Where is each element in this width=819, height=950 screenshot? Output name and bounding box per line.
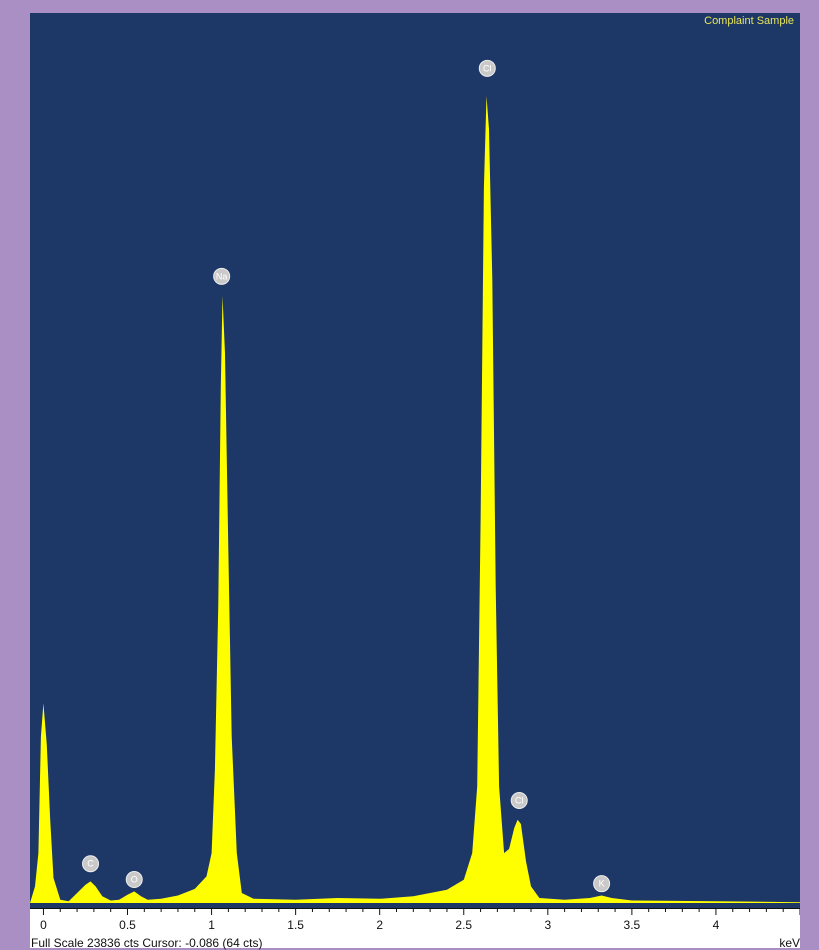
peak-marker-circle <box>82 855 100 873</box>
x-tick-label: 1 <box>208 918 215 932</box>
x-tick-label: 4 <box>713 918 720 932</box>
peak-label: C <box>82 855 100 873</box>
spectrum-chart: 0 0.5 1 1.5 2 2.5 3 3.5 4 C O Na Cl Cl K Complaint Sa… <box>30 13 800 950</box>
peak-label: K <box>593 875 611 893</box>
x-tick-label: 2.5 <box>455 918 472 932</box>
x-tick-label: 3.5 <box>624 918 641 932</box>
peak-marker-circle <box>125 871 143 889</box>
x-axis-ticks: 0 0.5 1 1.5 2 2.5 3 3.5 4 <box>30 908 800 932</box>
peak-label: Cl <box>478 59 496 77</box>
peak-marker-circle <box>213 267 231 285</box>
x-tick-label: 2 <box>376 918 383 932</box>
x-tick-label: 3 <box>544 918 551 932</box>
x-tick-label: 0 <box>40 918 47 932</box>
x-axis-unit-label: keV <box>779 936 800 950</box>
peak-marker-text: O <box>131 875 138 885</box>
spectrum-plot: 0 0.5 1 1.5 2 2.5 3 3.5 4 C O Na Cl Cl K <box>30 13 800 932</box>
chart-title: Complaint Sample <box>704 15 794 27</box>
x-tick-label: 1.5 <box>287 918 304 932</box>
peak-marker-text: K <box>599 879 605 889</box>
plot-background <box>30 13 800 908</box>
peak-label: Na <box>213 267 231 285</box>
peak-marker-circle <box>478 59 496 77</box>
x-tick-label: 0.5 <box>119 918 136 932</box>
status-bar-text: Full Scale 23836 cts Cursor: -0.086 (64 … <box>31 936 263 950</box>
peak-label: Cl <box>510 791 528 809</box>
peak-marker-text: Cl <box>483 63 492 73</box>
peak-label: O <box>125 871 143 889</box>
peak-marker-text: Cl <box>515 795 524 805</box>
peak-markers: C O Na Cl Cl K <box>82 59 611 893</box>
peak-marker-text: Na <box>216 271 228 281</box>
peak-marker-text: C <box>87 859 94 869</box>
peak-marker-circle <box>510 791 528 809</box>
peak-marker-circle <box>593 875 611 893</box>
spectrum-area <box>30 96 800 903</box>
